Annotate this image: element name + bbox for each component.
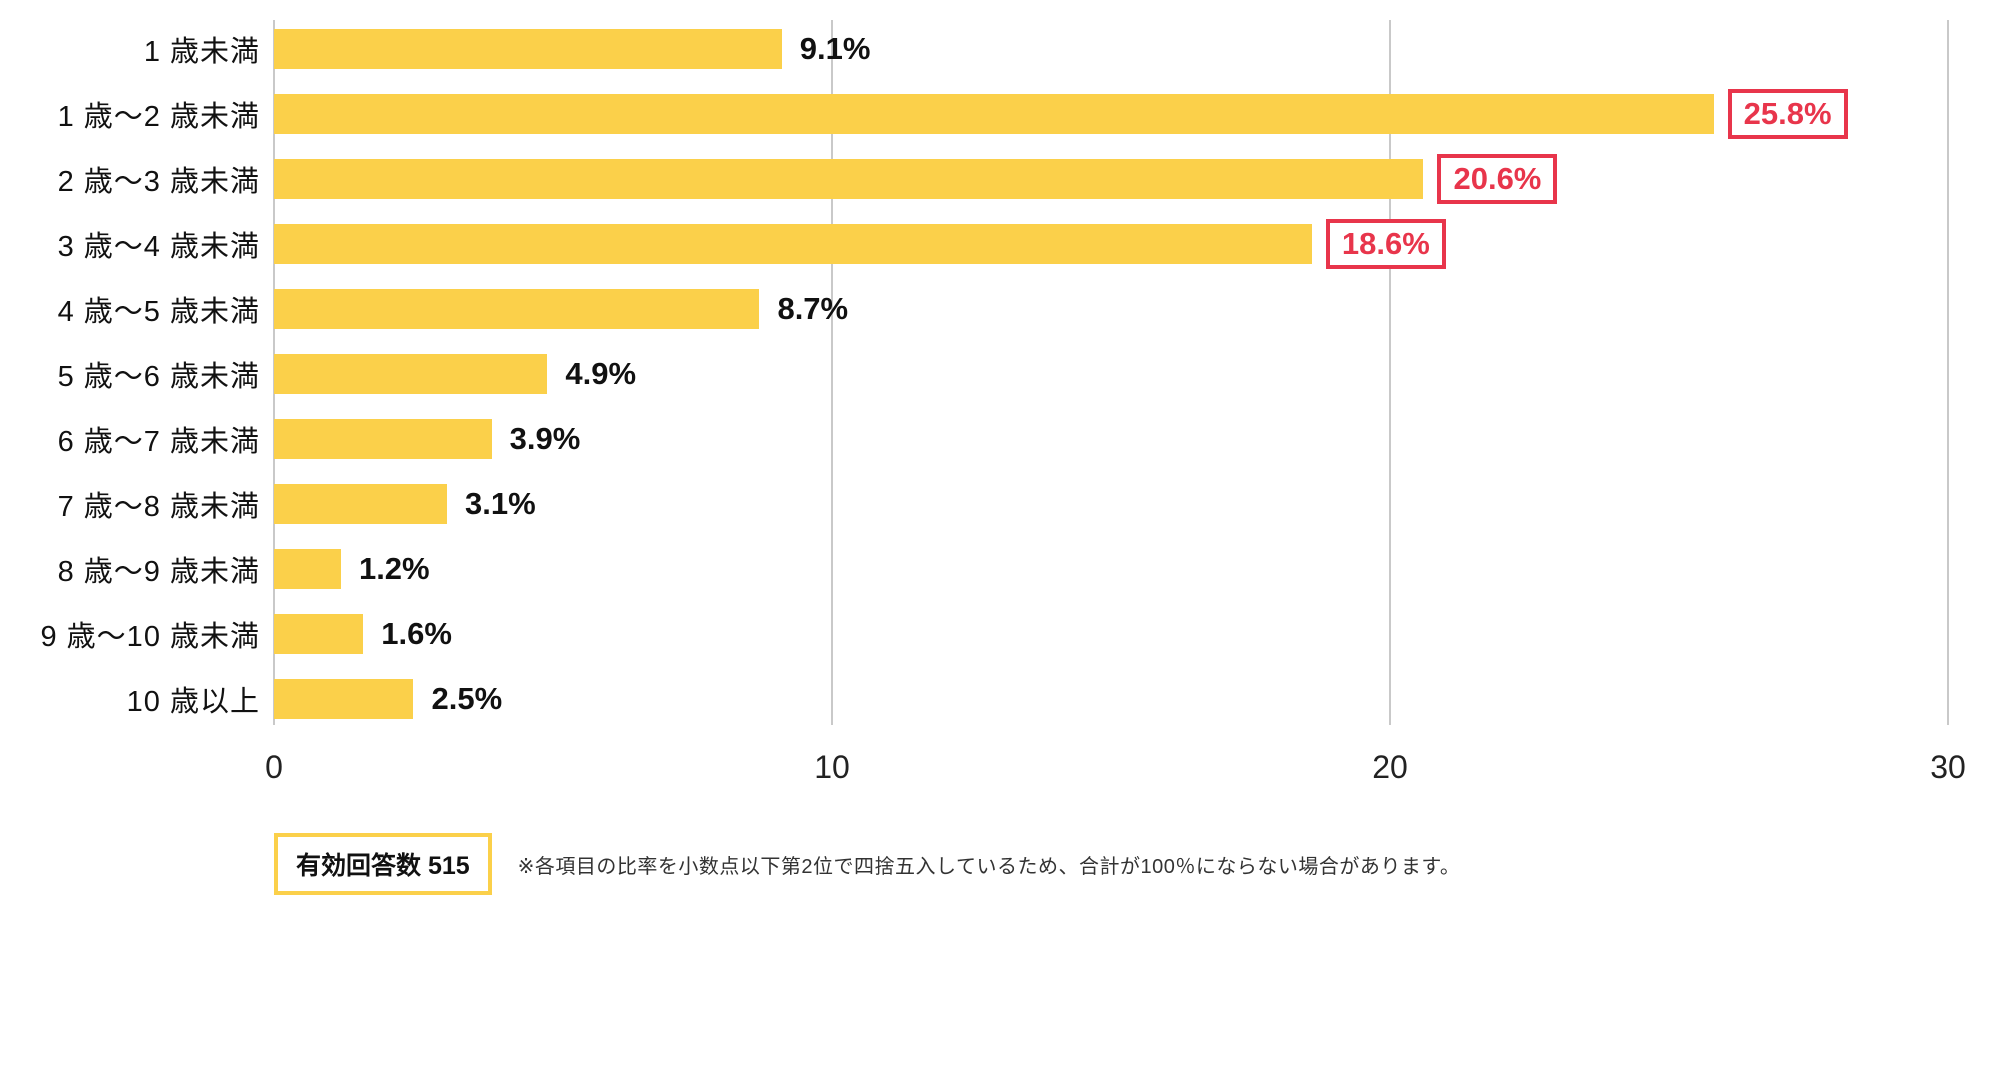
category-label: 9 歳～10 歳未満 — [40, 620, 260, 653]
chart-row: 10 歳以上 2.5% — [0, 666, 2000, 731]
value-label: 3.9% — [509, 420, 581, 456]
plot-area: 1 歳未満 9.1% 1 歳～2 歳未満 25.8% 2 歳～3 歳未満 20.… — [0, 16, 2000, 731]
chart-row: 3 歳～4 歳未満 18.6% — [0, 211, 2000, 276]
value-label: 1.2% — [358, 550, 430, 586]
value-label: 18.6% — [1325, 218, 1446, 269]
rows: 1 歳未満 9.1% 1 歳～2 歳未満 25.8% 2 歳～3 歳未満 20.… — [0, 16, 2000, 731]
value-label: 1.6% — [381, 615, 452, 651]
value-label: 9.1% — [799, 30, 871, 66]
bar — [274, 353, 548, 394]
bar-track: 3.9% — [274, 418, 1948, 459]
bar — [274, 288, 760, 329]
chart-row: 6 歳～7 歳未満 3.9% — [0, 406, 2000, 471]
bar-track: 2.5% — [274, 678, 1948, 719]
category-label: 1 歳未満 — [143, 35, 260, 68]
category-label: 1 歳～2 歳未満 — [57, 100, 260, 133]
value-label: 2.5% — [431, 680, 503, 716]
bar-track: 1.2% — [274, 548, 1948, 589]
bar-track: 18.6% — [274, 218, 1948, 269]
category-label: 4 歳～5 歳未満 — [57, 295, 260, 328]
bar — [274, 613, 364, 654]
value-label: 8.7% — [777, 290, 849, 326]
x-tick-label: 20 — [1372, 749, 1408, 785]
chart-row: 4 歳～5 歳未満 8.7% — [0, 276, 2000, 341]
x-axis: 0 10 20 30 — [265, 741, 1966, 799]
footer: 有効回答数 515 ※各項目の比率を小数点以下第2位で四捨五入しているため、合計… — [274, 833, 2000, 895]
bar-track: 3.1% — [274, 483, 1948, 524]
footnote: ※各項目の比率を小数点以下第2位で四捨五入しているため、合計が100％にならない… — [517, 855, 1461, 878]
category-label: 8 歳～9 歳未満 — [57, 555, 260, 588]
bar — [274, 418, 492, 459]
bar-track: 8.7% — [274, 288, 1948, 329]
x-tick-label: 0 — [265, 749, 283, 785]
value-label: 3.1% — [464, 485, 536, 521]
bar-track: 4.9% — [274, 353, 1948, 394]
category-label: 3 歳～4 歳未満 — [57, 230, 260, 263]
chart-row: 8 歳～9 歳未満 1.2% — [0, 536, 2000, 601]
bar-track: 1.6% — [274, 613, 1948, 654]
chart-row: 1 歳未満 9.1% — [0, 16, 2000, 81]
valid-responses-badge: 有効回答数 515 — [274, 833, 492, 895]
bar-track: 25.8% — [274, 88, 1948, 139]
category-label: 2 歳～3 歳未満 — [57, 165, 260, 198]
chart-row: 5 歳～6 歳未満 4.9% — [0, 341, 2000, 406]
value-label: 25.8% — [1727, 88, 1848, 139]
x-tick-label: 30 — [1930, 749, 1966, 785]
chart-row: 2 歳～3 歳未満 20.6% — [0, 146, 2000, 211]
value-label: 4.9% — [565, 355, 637, 391]
chart-row: 1 歳～2 歳未満 25.8% — [0, 81, 2000, 146]
value-label: 20.6% — [1437, 153, 1558, 204]
category-label: 7 歳～8 歳未満 — [57, 490, 260, 523]
bar-track: 20.6% — [274, 153, 1948, 204]
bar — [274, 28, 782, 69]
category-label: 6 歳～7 歳未満 — [57, 425, 260, 458]
chart-row: 7 歳～8 歳未満 3.1% — [0, 471, 2000, 536]
bar — [274, 223, 1312, 264]
bar-track: 9.1% — [274, 28, 1948, 69]
bar — [274, 678, 414, 719]
chart-row: 9 歳～10 歳未満 1.6% — [0, 601, 2000, 666]
x-tick-label: 10 — [814, 749, 850, 785]
category-label: 10 歳以上 — [126, 685, 260, 718]
bar — [274, 93, 1714, 134]
bar — [274, 483, 447, 524]
bar — [274, 158, 1424, 199]
category-label: 5 歳～6 歳未満 — [57, 360, 260, 393]
bar — [274, 548, 341, 589]
